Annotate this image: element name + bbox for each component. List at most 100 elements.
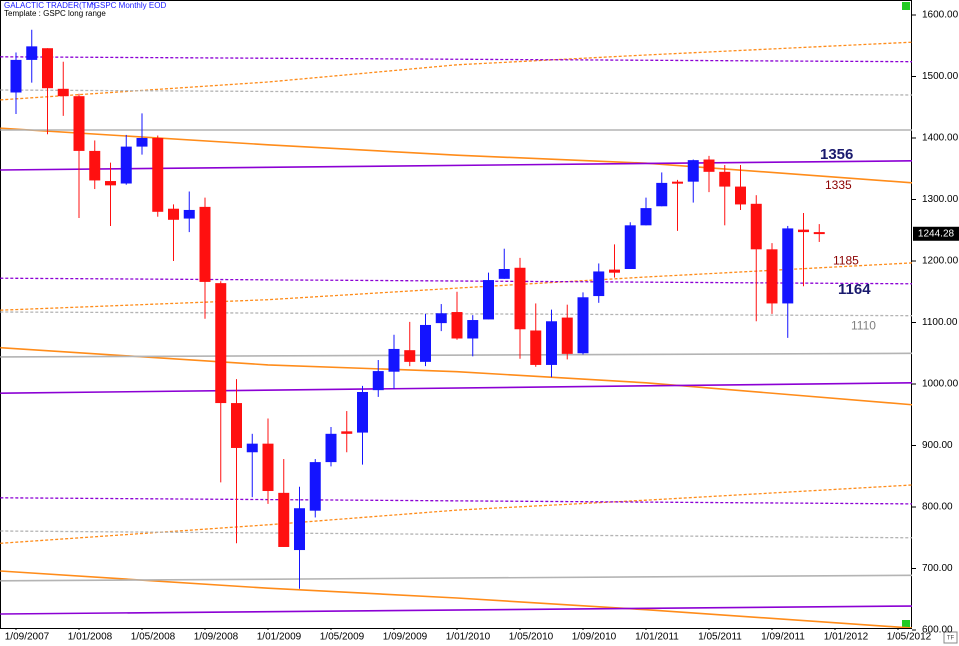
candle-body — [357, 391, 368, 433]
level-line — [0, 497, 912, 505]
last-price-box — [913, 226, 959, 241]
candle-body — [325, 433, 337, 463]
y-tick-label: 800.00 — [922, 502, 953, 513]
tf-button[interactable] — [943, 631, 958, 644]
candle-body — [687, 160, 699, 182]
y-tick-label: 1400.00 — [922, 133, 959, 144]
level-annotation: 1110 — [851, 319, 876, 333]
level-line — [0, 89, 912, 96]
candle-body — [813, 232, 825, 235]
x-tick-label: 1/01/2012 — [824, 632, 869, 643]
level-line — [0, 382, 912, 394]
candle-body — [782, 228, 794, 304]
last-price-label: 1244.28 — [918, 228, 955, 239]
candle-body — [73, 96, 85, 151]
candle-body — [136, 138, 148, 147]
candle-body — [199, 206, 211, 282]
candle-body — [640, 208, 652, 226]
x-tick-label: 1/05/2010 — [509, 632, 554, 643]
x-tick-label: 1/09/2011 — [761, 632, 805, 643]
plot-area — [0, 29, 912, 628]
level-annotation: 1185 — [833, 253, 859, 267]
corner-marker — [902, 620, 910, 628]
candle-body — [451, 312, 463, 339]
level-annotation: 1335 — [825, 178, 852, 192]
level-line — [0, 574, 912, 582]
candle-body — [278, 492, 290, 547]
level-line — [0, 346, 912, 406]
level-line — [0, 277, 912, 285]
candle-body — [750, 203, 762, 250]
candle-body — [57, 88, 69, 97]
x-tick-label: 1/09/2007 — [5, 632, 50, 643]
level-line — [0, 605, 912, 615]
candle-body — [719, 171, 731, 187]
y-tick-label: 1000.00 — [922, 379, 959, 390]
chart-subtitle: ^GSPC Monthly EOD — [90, 1, 166, 10]
candle-body — [246, 443, 258, 453]
candle-body — [546, 321, 557, 365]
candle-body — [467, 320, 479, 339]
candle-body — [89, 150, 101, 181]
candle-body — [766, 249, 778, 304]
candle-body — [231, 403, 242, 448]
x-tick-label: 1/01/2010 — [446, 632, 491, 643]
candle-body — [294, 508, 305, 551]
candle-body — [120, 146, 132, 184]
candle-body — [42, 48, 53, 89]
y-tick-label: 1500.00 — [922, 71, 959, 82]
candle-body — [10, 59, 22, 93]
x-tick-label: 1/05/2012 — [887, 632, 932, 643]
x-tick-label: 1/01/2008 — [68, 632, 113, 643]
candle-body — [498, 268, 510, 279]
candle-body — [183, 209, 195, 219]
x-tick-label: 1/05/2008 — [131, 632, 176, 643]
y-tick-label: 1100.00 — [922, 317, 958, 328]
candle-body — [372, 371, 384, 391]
level-line — [0, 127, 912, 184]
candle-body — [530, 330, 542, 365]
candle-body — [483, 280, 494, 320]
level-line — [0, 56, 912, 63]
x-tick-label: 1/01/2011 — [635, 632, 679, 643]
candle-body — [593, 271, 605, 297]
candle-body — [624, 225, 636, 269]
level-line — [0, 530, 912, 539]
candle-body — [262, 443, 274, 492]
level-line — [0, 570, 912, 628]
candle-body — [798, 229, 809, 233]
candle-body — [388, 348, 400, 372]
x-tick-label: 1/01/2009 — [257, 632, 302, 643]
x-tick-label: 1/09/2010 — [572, 632, 617, 643]
y-tick-label: 600.00 — [922, 625, 953, 636]
template-label: Template : GSPC long range — [4, 9, 106, 18]
chart-title: GALACTIC TRADER(TM) — [4, 1, 96, 10]
candle-body — [341, 431, 353, 434]
y-tick-label: 700.00 — [922, 563, 953, 574]
candle-body — [514, 267, 526, 330]
candle-body — [152, 138, 164, 212]
candle-body — [26, 46, 38, 60]
level-annotation: 1164 — [838, 281, 871, 298]
candle-body — [672, 181, 683, 184]
corner-marker — [902, 2, 910, 10]
candle-body — [404, 350, 416, 362]
level-line — [0, 484, 912, 544]
tf-button-label: TF — [947, 636, 955, 642]
candle-body — [168, 208, 179, 220]
candle-body — [420, 324, 431, 362]
y-tick-label: 1300.00 — [922, 194, 959, 205]
plot-frame — [0, 0, 912, 629]
level-annotation: 1356 — [820, 146, 853, 163]
level-line — [0, 41, 912, 101]
candle-body — [105, 181, 116, 186]
candle-body — [215, 283, 227, 404]
candle-body — [703, 159, 715, 172]
candle-body — [656, 182, 668, 207]
y-tick-label: 1600.00 — [922, 10, 959, 21]
candle-body — [609, 269, 620, 273]
candle-body — [577, 297, 589, 354]
x-tick-label: 1/05/2009 — [320, 632, 365, 643]
